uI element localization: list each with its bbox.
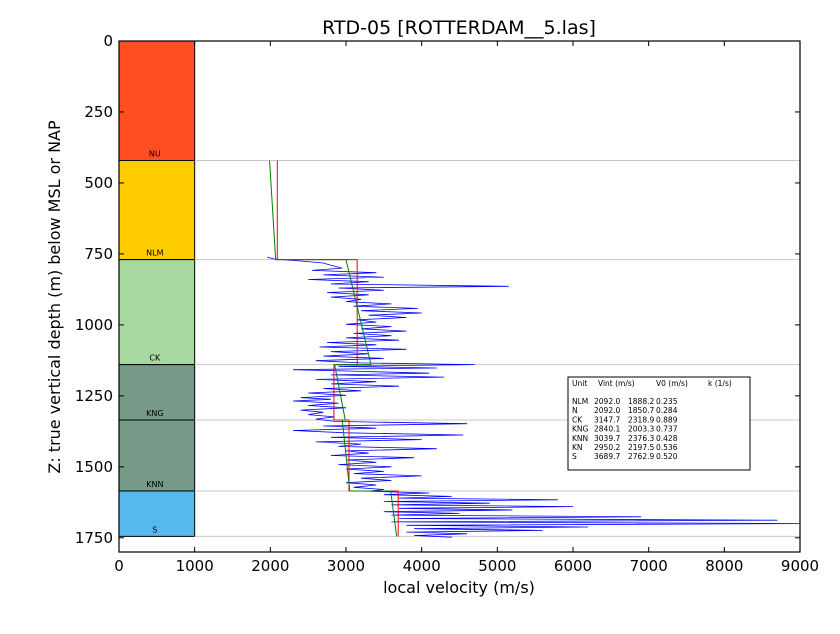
table-cell: 1850.7 xyxy=(628,406,654,415)
table-cell: 0.889 xyxy=(656,415,678,424)
x-tick-label: 4000 xyxy=(403,557,441,575)
x-axis: 0 1000 2000 3000 4000 5000 6000 7000 8000 9000 xyxy=(114,41,819,575)
table-cell: 2762.9 xyxy=(628,452,654,461)
formation-nlm xyxy=(118,160,196,261)
x-tick-label: 6000 xyxy=(554,557,592,575)
table-cell: 0.428 xyxy=(656,434,678,443)
x-tick-label: 1000 xyxy=(176,557,214,575)
table-cell: KNG xyxy=(572,425,589,434)
x-tick-label: 0 xyxy=(114,557,124,575)
x-axis-label: local velocity (m/s) xyxy=(383,578,535,597)
formation-label: KNG xyxy=(146,409,163,418)
table-cell: 1888.2 xyxy=(628,397,654,406)
x-tick-label: 7000 xyxy=(630,557,668,575)
y-axis-label: Z: true vertical depth (m) below MSL or … xyxy=(45,120,64,474)
y-tick-label: 1250 xyxy=(75,387,113,405)
formation-label: S xyxy=(152,525,157,534)
table-header-cell: V0 (m/s) xyxy=(656,379,688,388)
table-header-cell: k (1/s) xyxy=(708,379,732,388)
formation-boundaries xyxy=(194,160,800,537)
y-tick-label: 1500 xyxy=(75,458,113,476)
table-cell: 2376.3 xyxy=(628,434,654,443)
v0k-model-lines xyxy=(269,160,398,537)
table-cell: 0.737 xyxy=(656,425,678,434)
table-box xyxy=(567,376,751,471)
table-cell: 2950.2 xyxy=(594,443,620,452)
formation-label: CK xyxy=(149,354,161,363)
series-log xyxy=(267,256,801,538)
velocity-table: Unit Vint (m/s) V0 (m/s) k (1/s) NLM 2092.0 18… xyxy=(567,376,751,471)
table-cell: 2003.3 xyxy=(628,425,654,434)
y-tick-label: 0 xyxy=(103,32,113,50)
formation-nu xyxy=(118,40,196,162)
y-tick-label: 1000 xyxy=(75,316,113,334)
table-cell: S xyxy=(572,452,577,461)
formation-column: NU NLM CK KNG KNN S xyxy=(118,40,196,537)
x-tick-label: 9000 xyxy=(781,557,819,575)
table-header-cell: Vint (m/s) xyxy=(598,379,635,388)
table-cell: 2197.5 xyxy=(628,443,654,452)
y-axis: 0 250 500 750 1000 1250 1500 1750 xyxy=(75,32,800,547)
table-cell: 0.235 xyxy=(656,397,678,406)
chart-title: RTD-05 [ROTTERDAM__5.las] xyxy=(322,17,596,39)
formation-s xyxy=(118,490,196,537)
y-tick-label: 500 xyxy=(84,174,113,192)
table-cell: 2092.0 xyxy=(594,406,620,415)
series-v0k-model xyxy=(269,160,398,537)
table-header-cell: Unit xyxy=(572,379,587,388)
formation-knn xyxy=(118,419,196,492)
table-cell: CK xyxy=(572,415,583,424)
plot-frame xyxy=(118,40,801,553)
table-cell: 2318.9 xyxy=(628,415,654,424)
x-tick-label: 2000 xyxy=(251,557,289,575)
formation-label: NLM xyxy=(146,249,163,258)
table-cell: 3689.7 xyxy=(594,452,620,461)
y-tick-label: 750 xyxy=(84,245,113,263)
formation-kng xyxy=(118,364,196,421)
formation-label: KNN xyxy=(146,480,163,489)
formation-ck xyxy=(118,259,196,366)
y-tick-label: 1750 xyxy=(75,529,113,547)
x-tick-label: 8000 xyxy=(705,557,743,575)
table-cell: NLM xyxy=(572,397,588,406)
table-cell: 2092.0 xyxy=(594,397,620,406)
formation-label: NU xyxy=(149,150,161,159)
table-cell: N xyxy=(572,406,578,415)
table-cell: KNN xyxy=(572,434,588,443)
table-cell: 3147.7 xyxy=(594,415,620,424)
table-cell: 2840.1 xyxy=(594,425,620,434)
table-cell: 0.284 xyxy=(656,406,678,415)
x-tick-label: 3000 xyxy=(327,557,365,575)
y-tick-label: 250 xyxy=(84,103,113,121)
table-cell: KN xyxy=(572,443,583,452)
velocity-log xyxy=(267,256,801,538)
table-cell: 0.536 xyxy=(656,443,678,452)
table-cell: 3039.7 xyxy=(594,434,620,443)
table-cell: 0.520 xyxy=(656,452,678,461)
x-tick-label: 5000 xyxy=(478,557,516,575)
